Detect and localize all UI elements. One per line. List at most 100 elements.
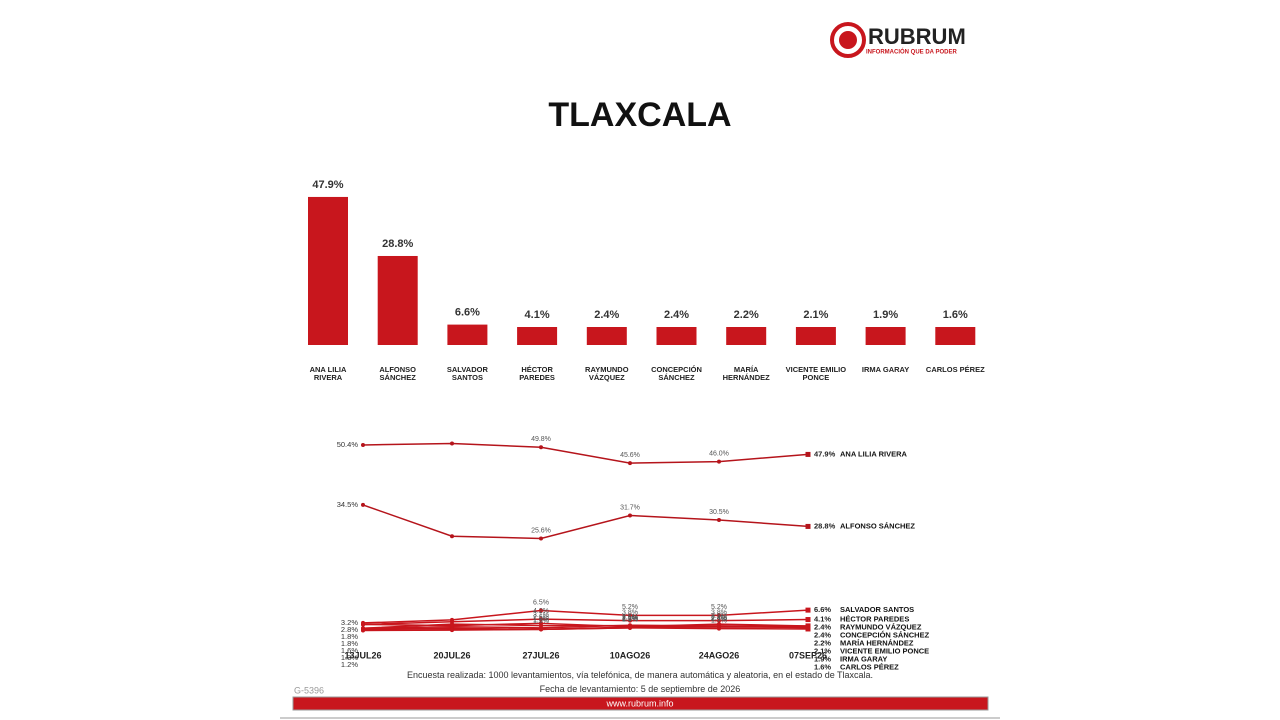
bar (447, 324, 488, 345)
value-label: 5.2% (711, 604, 727, 611)
marker (628, 618, 632, 623)
value-label: 1.9% (533, 617, 549, 624)
marker (805, 451, 811, 457)
value-label: 50.4% (337, 440, 359, 449)
category-label: HÉCTOR PAREDES (519, 365, 555, 382)
bar (377, 255, 418, 345)
marker (717, 518, 721, 523)
category-label: RAYMUNDO VÁZQUEZ (585, 365, 629, 382)
value-label: 2.4% (711, 615, 727, 622)
value-label: 2.1% (711, 616, 727, 623)
marker (628, 461, 632, 466)
value-label: 6.6% (814, 605, 831, 614)
x-tick-label: 20JUL26 (433, 650, 470, 660)
value-label: 1.8% (341, 632, 358, 641)
marker (805, 523, 811, 529)
marker (450, 628, 454, 633)
value-label: 2.4% (711, 615, 727, 622)
category-label: MARÍA HERNÁNDEZ (722, 365, 770, 382)
value-label: 31.7% (620, 504, 640, 511)
value-label: 2.6% (622, 614, 638, 621)
bar (726, 327, 767, 345)
bar (865, 327, 906, 345)
value-label: 25.6% (531, 527, 551, 534)
marker (805, 617, 811, 623)
bar (586, 327, 627, 345)
category-label: VICENTE EMILIO PONCE (785, 365, 847, 382)
value-label: 1.3% (341, 653, 358, 662)
series-line (362, 627, 809, 632)
legend-label: IRMA GARAY (840, 655, 887, 664)
value-label: 2.2% (814, 639, 831, 648)
value-label: 1.5% (533, 618, 549, 625)
category-label: ALFONSO SÁNCHEZ (379, 365, 417, 382)
value-label: 3.1% (533, 612, 549, 619)
marker (361, 622, 365, 627)
legend-label: ANA LILIA RIVERA (840, 449, 908, 458)
value-label: 49.8% (531, 436, 551, 443)
value-label: 3.2% (341, 618, 358, 627)
legend-label: SALVADOR SANTOS (840, 605, 914, 614)
marker (450, 441, 454, 446)
series-line (362, 618, 809, 626)
value-label: 2.4% (711, 615, 727, 622)
value-label: 2.2% (734, 309, 759, 321)
chart-title: TLAXCALA (548, 96, 731, 134)
series-line (362, 609, 809, 624)
brand: RUBRUM (868, 24, 966, 49)
value-label: 2.1% (803, 309, 828, 321)
marker (361, 628, 365, 633)
tagline: INFORMACIÓN QUE DA PODER (866, 48, 957, 56)
value-label: 4.2% (533, 608, 549, 615)
x-tick-label: 10AGO26 (610, 650, 651, 660)
legend-label: ALFONSO SÁNCHEZ (840, 521, 915, 530)
value-label: 2.1% (622, 616, 638, 623)
marker (717, 459, 721, 464)
category-label: CONCEPCIÓN SÁNCHEZ (651, 365, 702, 382)
marker (539, 627, 543, 632)
marker (539, 536, 543, 541)
marker (539, 445, 543, 450)
value-label: 2.4% (664, 309, 689, 321)
value-label: 2.5% (533, 614, 549, 621)
legend-label: RAYMUNDO VÁZQUEZ (840, 623, 922, 632)
x-tick-label: 27JUL26 (522, 650, 559, 660)
value-label: 47.9% (814, 449, 836, 458)
value-label: 1.9% (873, 309, 898, 321)
value-label: 1.7% (711, 617, 727, 624)
marker (717, 618, 721, 623)
legend-label: VICENTE EMILIO PONCE (840, 647, 929, 656)
marker (805, 626, 811, 632)
footer-code: G-5396 (294, 685, 324, 695)
value-label: 2.4% (814, 631, 831, 640)
bar (517, 327, 558, 345)
marker (628, 613, 632, 618)
footer-date: Fecha de levantamiento: 5 de septiembre … (539, 684, 741, 694)
value-label: 2.5% (622, 614, 638, 621)
marker (361, 442, 365, 447)
value-label: 46.0% (709, 450, 729, 457)
marker (539, 617, 543, 622)
footer-note: Encuesta realizada: 1000 levantamientos,… (406, 670, 874, 680)
value-label: 2.8% (341, 625, 358, 634)
x-tick-label: 13JUL26 (344, 650, 381, 660)
marker (361, 502, 365, 507)
marker (717, 613, 721, 618)
value-label: 4.1% (814, 615, 831, 624)
value-label: 6.6% (455, 307, 480, 319)
value-label: 47.9% (312, 179, 343, 191)
bar (795, 327, 836, 345)
value-label: 1.6% (814, 663, 831, 672)
x-tick-label: 24AGO26 (699, 650, 740, 660)
value-label: 30.5% (709, 509, 729, 516)
bar (935, 327, 976, 345)
value-label: 1.2% (341, 660, 358, 669)
legend-label: CARLOS PÉREZ (840, 663, 899, 672)
category-label: ANA LILIA RIVERA (309, 365, 347, 382)
value-label: 34.5% (337, 500, 359, 509)
legend-label: CONCEPCIÓN SÁNCHEZ (840, 631, 930, 640)
value-label: 45.6% (620, 452, 640, 459)
series-line (362, 504, 809, 540)
